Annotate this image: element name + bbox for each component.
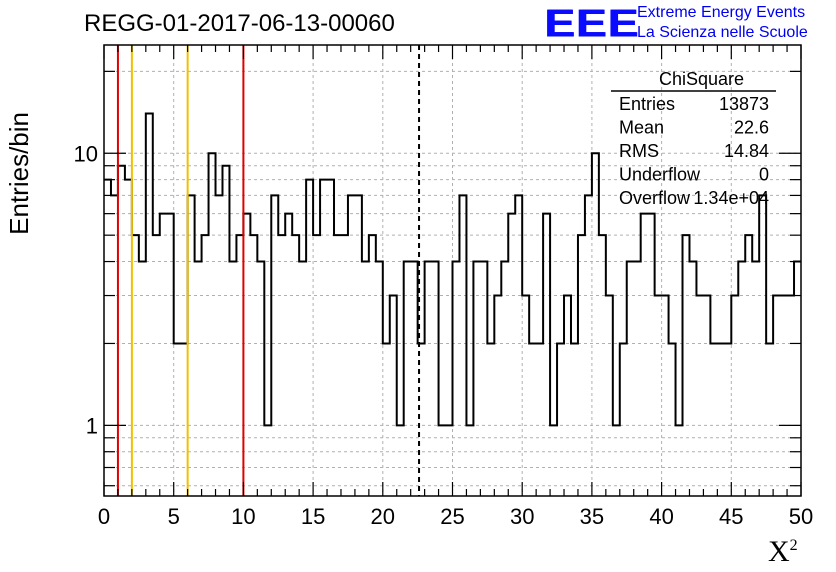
eee-subtitle-line2: La Scienza nelle Scuole <box>637 24 808 41</box>
x-tick-label: 35 <box>580 504 604 529</box>
x-tick-label: 5 <box>168 504 180 529</box>
eee-logo: EEE <box>544 0 640 46</box>
stats-row-label: Entries <box>619 94 675 114</box>
stats-row-value: 13873 <box>719 94 769 114</box>
stats-row-label: Mean <box>619 118 664 138</box>
x-axis-label-base: X <box>768 535 790 568</box>
histogram-series <box>104 112 801 427</box>
x-tick-label: 10 <box>231 504 255 529</box>
stats-row-value: 1.34e+04 <box>693 188 769 208</box>
y-tick-label: 10 <box>74 141 98 166</box>
stats-row-label: Underflow <box>619 165 701 185</box>
stats-row-label: Overflow <box>619 188 691 208</box>
x-axis-label: X2 <box>768 535 798 569</box>
x-tick-label: 20 <box>371 504 395 529</box>
x-tick-label: 25 <box>440 504 464 529</box>
x-tick-label: 15 <box>301 504 325 529</box>
stats-row-value: 22.6 <box>734 118 769 138</box>
stats-box-name: ChiSquare <box>659 69 744 89</box>
y-tick-label: 1 <box>86 413 98 438</box>
x-tick-label: 50 <box>789 504 813 529</box>
x-axis-label-sup: 2 <box>789 537 798 554</box>
x-tick-label: 45 <box>719 504 743 529</box>
x-tick-label: 0 <box>98 504 110 529</box>
stats-row-label: RMS <box>619 141 659 161</box>
stats-row-value: 0 <box>759 165 769 185</box>
stats-row-value: 14.84 <box>724 141 769 161</box>
x-tick-label: 40 <box>649 504 673 529</box>
chart-title: REGG-01-2017-06-13-00060 <box>84 10 395 37</box>
eee-subtitle-line1: Extreme Energy Events <box>637 4 806 21</box>
x-tick-label: 30 <box>510 504 534 529</box>
